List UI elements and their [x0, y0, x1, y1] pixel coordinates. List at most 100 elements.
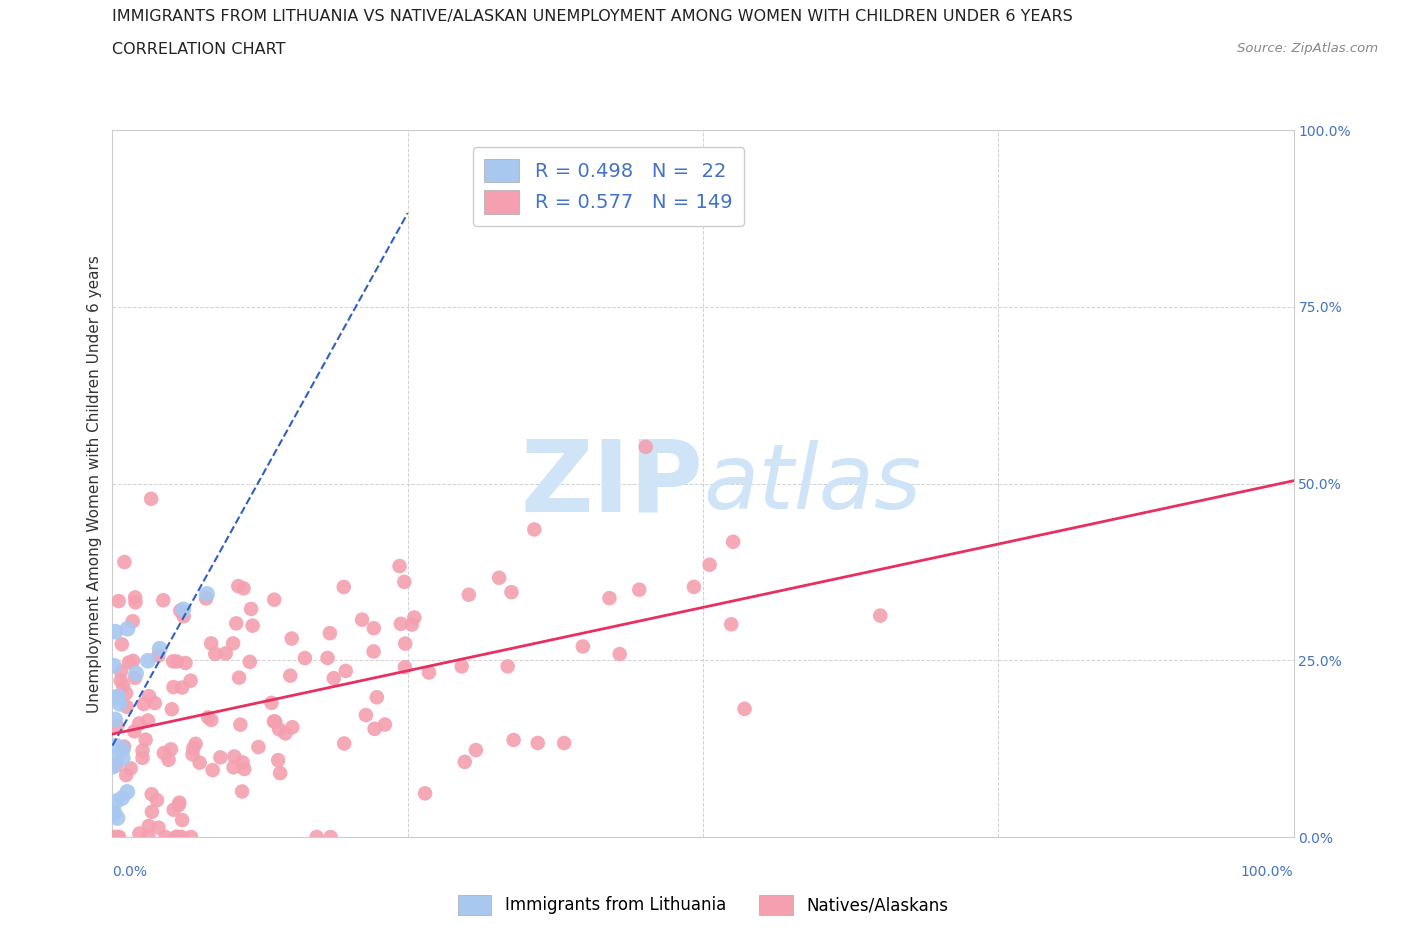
Point: [394, 659, 416, 674]
Point: [112, 739, 135, 754]
Point: [148, 648, 170, 663]
Point: [103, 805, 125, 820]
Point: [281, 720, 304, 735]
Point: [103, 806, 125, 821]
Text: 0.0%: 0.0%: [112, 865, 148, 879]
Point: [215, 646, 238, 661]
Point: [319, 830, 342, 844]
Point: [274, 726, 297, 741]
Point: [231, 755, 253, 770]
Point: [124, 671, 146, 685]
Legend: R = 0.498   N =  22, R = 0.577   N = 149: R = 0.498 N = 22, R = 0.577 N = 149: [472, 147, 744, 226]
Point: [136, 713, 159, 728]
Point: [112, 678, 135, 693]
Point: [634, 439, 657, 454]
Point: [146, 792, 169, 807]
Point: [450, 659, 472, 674]
Point: [111, 751, 134, 765]
Point: [174, 656, 197, 671]
Point: [125, 666, 148, 681]
Point: [107, 811, 129, 826]
Point: [363, 722, 385, 737]
Text: Source: ZipAtlas.com: Source: ZipAtlas.com: [1237, 42, 1378, 55]
Point: [278, 669, 301, 684]
Point: [501, 585, 523, 600]
Point: [105, 758, 128, 773]
Point: [107, 830, 129, 844]
Point: [363, 621, 385, 636]
Point: [132, 697, 155, 711]
Point: [110, 664, 132, 679]
Point: [128, 716, 150, 731]
Point: [231, 784, 253, 799]
Point: [149, 642, 172, 657]
Point: [172, 602, 194, 617]
Point: [464, 743, 486, 758]
Point: [401, 618, 423, 632]
Point: [155, 830, 177, 844]
Point: [454, 754, 477, 769]
Point: [167, 798, 190, 813]
Point: [201, 763, 224, 777]
Point: [319, 626, 342, 641]
Point: [228, 671, 250, 685]
Point: [305, 830, 328, 844]
Point: [111, 742, 134, 757]
Point: [172, 680, 194, 695]
Point: [247, 739, 270, 754]
Point: [141, 804, 163, 819]
Point: [105, 738, 128, 753]
Point: [264, 714, 287, 729]
Point: [165, 830, 187, 844]
Point: [138, 818, 160, 833]
Point: [734, 701, 756, 716]
Point: [153, 746, 176, 761]
Point: [112, 554, 135, 569]
Point: [162, 680, 184, 695]
Point: [333, 736, 356, 751]
Point: [239, 655, 262, 670]
Point: [209, 750, 232, 764]
Point: [232, 581, 254, 596]
Point: [269, 765, 291, 780]
Point: [117, 785, 139, 800]
Point: [169, 604, 191, 618]
Point: [222, 636, 245, 651]
Point: [104, 690, 127, 705]
Point: [124, 724, 146, 738]
Point: [242, 618, 264, 633]
Point: [103, 830, 125, 844]
Point: [200, 636, 222, 651]
Point: [222, 760, 245, 775]
Point: [163, 803, 186, 817]
Point: [229, 717, 252, 732]
Point: [200, 712, 222, 727]
Point: [105, 750, 128, 764]
Point: [107, 593, 129, 608]
Text: 100.0%: 100.0%: [1241, 865, 1294, 879]
Point: [180, 673, 202, 688]
Point: [418, 665, 440, 680]
Point: [628, 582, 651, 597]
Point: [335, 663, 357, 678]
Point: [108, 697, 131, 711]
Point: [354, 708, 377, 723]
Point: [240, 602, 263, 617]
Point: [103, 759, 125, 774]
Point: [502, 733, 524, 748]
Point: [526, 736, 548, 751]
Point: [105, 719, 128, 734]
Point: [111, 790, 134, 805]
Point: [184, 737, 207, 751]
Point: [269, 722, 291, 737]
Text: atlas: atlas: [703, 440, 921, 527]
Point: [413, 786, 436, 801]
Point: [683, 579, 706, 594]
Point: [167, 830, 190, 844]
Point: [131, 751, 153, 765]
Point: [173, 609, 195, 624]
Point: [104, 712, 127, 727]
Point: [148, 820, 170, 835]
Point: [121, 614, 143, 629]
Point: [280, 631, 302, 646]
